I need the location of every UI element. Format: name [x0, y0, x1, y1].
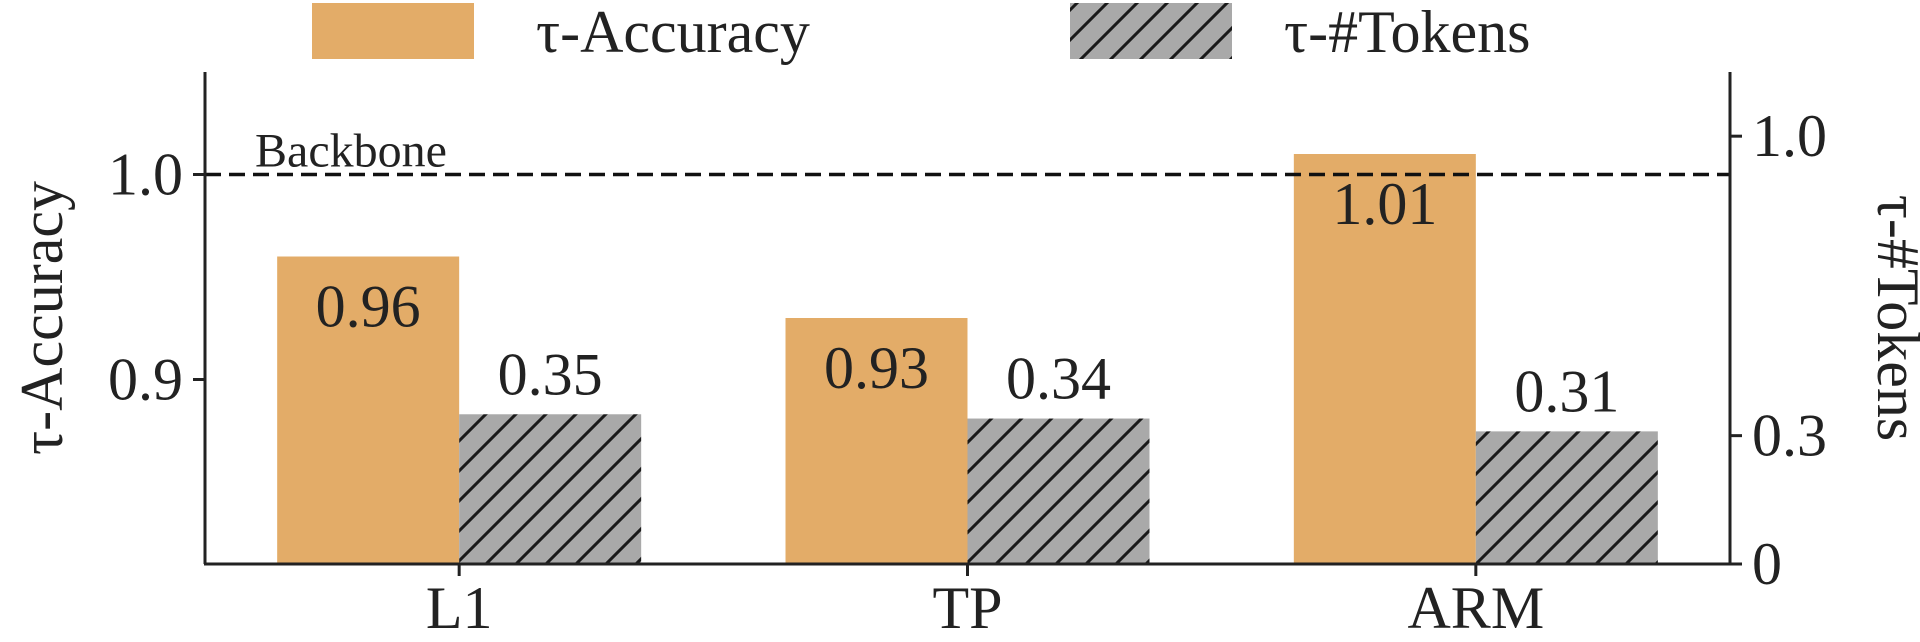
bar-label-accuracy: 0.96: [316, 274, 421, 340]
right-tick-label: 1.0: [1752, 103, 1827, 169]
right-tick-label: 0: [1752, 531, 1782, 597]
bar-label-accuracy: 1.01: [1332, 171, 1437, 237]
bar-accuracy: [1293, 154, 1476, 564]
bar-tokens: [1475, 431, 1658, 564]
bar-label-tokens: 0.34: [1006, 346, 1111, 412]
right-axis-title: τ-#Tokens: [1865, 195, 1920, 442]
bars: [277, 154, 1658, 564]
x-tick-label: ARM: [1407, 575, 1544, 641]
right-tick-label: 0.3: [1752, 403, 1827, 469]
bar-tokens: [967, 418, 1150, 564]
bar-label-tokens: 0.31: [1514, 358, 1619, 424]
left-tick-label: 0.9: [108, 347, 183, 413]
left-axis-ticks: 0.9 1.0: [108, 142, 205, 413]
bar-label-accuracy: 0.93: [824, 335, 929, 401]
backbone-label: Backbone: [255, 125, 447, 178]
legend-label-accuracy: τ-Accuracy: [536, 0, 810, 65]
bar-tokens: [459, 414, 642, 564]
bar-labels: 0.96 0.35 0.93 0.34 1.01 0.31: [316, 171, 1620, 424]
bar-accuracy: [277, 256, 460, 564]
bar-accuracy: [785, 318, 968, 564]
right-axis-ticks: 0 0.3 1.0: [1730, 103, 1827, 597]
legend-swatch-accuracy: [312, 3, 474, 59]
left-axis-title: τ-Accuracy: [9, 181, 75, 455]
legend: τ-Accuracy τ-#Tokens: [312, 0, 1531, 65]
x-axis-ticks: L1 TP ARM: [426, 564, 1544, 641]
legend-label-tokens: τ-#Tokens: [1284, 0, 1531, 65]
x-tick-label: L1: [426, 575, 493, 641]
bar-label-tokens: 0.35: [498, 341, 603, 407]
legend-swatch-tokens: [1070, 3, 1232, 59]
left-tick-label: 1.0: [108, 142, 183, 208]
x-tick-label: TP: [932, 575, 1002, 641]
